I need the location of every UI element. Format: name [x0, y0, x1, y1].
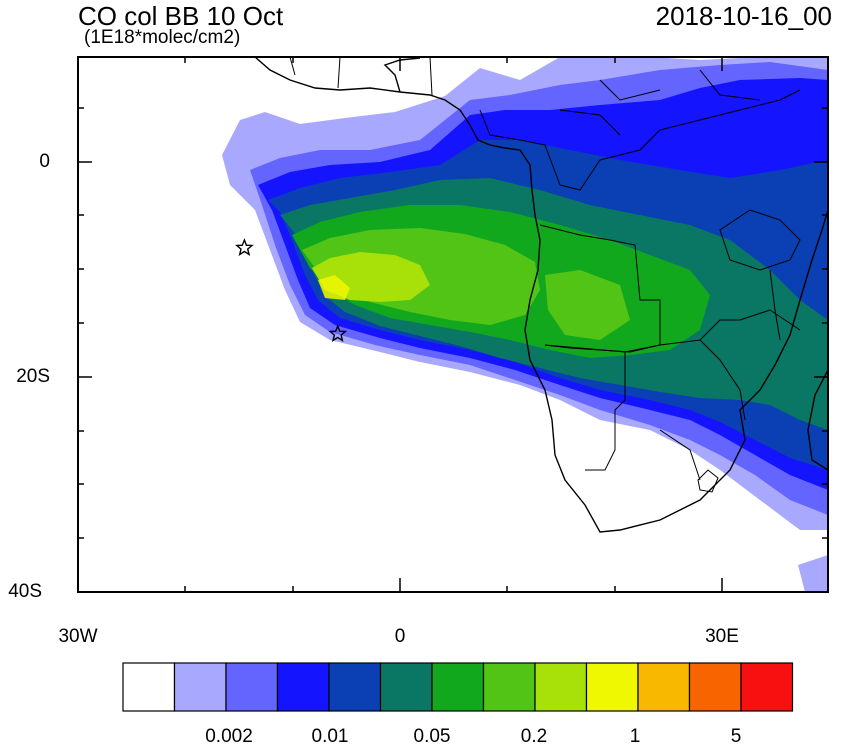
lon-label-30w: 30W: [58, 626, 98, 647]
colorbar-label-005: 0.05: [413, 726, 451, 747]
colorbar-swatch: [482, 662, 536, 712]
lat-label-0: 0: [39, 151, 50, 172]
colorbar-swatch: [585, 662, 639, 712]
colorbar-swatch: [173, 662, 227, 712]
co-contour-yellow: [318, 275, 350, 300]
colorbar-swatch: [534, 662, 588, 712]
colorbar-label-5: 5: [730, 726, 742, 747]
country-borders: [289, 57, 801, 493]
map-frame: [77, 56, 829, 593]
plot-units: (1E18*molec/cm2): [84, 27, 241, 48]
colorbar-label-0002: 0.002: [205, 726, 253, 747]
colorbar-swatch: [431, 662, 485, 712]
colorbar-label-001: 0.01: [311, 726, 349, 747]
colorbar: [122, 662, 794, 712]
star-marker: [328, 324, 348, 343]
co-contour-light-green-east: [545, 270, 630, 340]
colorbar-swatch: [122, 662, 176, 712]
plot-title: CO col BB 10 Oct: [78, 1, 284, 31]
co-column-field: [222, 57, 828, 592]
marker-layer: [235, 238, 348, 343]
colorbar-swatch: [740, 662, 794, 712]
plot-datetime: 2018-10-16_00: [655, 1, 832, 31]
colorbar-label-02: 0.2: [520, 726, 548, 747]
lat-label-20s: 20S: [16, 366, 50, 387]
colorbar-swatch: [328, 662, 382, 712]
colorbar-swatch: [688, 662, 742, 712]
colorbar-swatch: [276, 662, 330, 712]
lon-label-30e: 30E: [705, 626, 739, 647]
colorbar-swatch: [379, 662, 433, 712]
coastlines: [254, 57, 828, 533]
lon-label-0: 0: [394, 626, 406, 647]
colorbar-label-1: 1: [629, 726, 641, 747]
colorbar-swatch: [225, 662, 279, 712]
colorbar-swatch: [637, 662, 691, 712]
lat-label-40s: 40S: [8, 581, 42, 602]
axis-ticks: [78, 57, 828, 593]
star-marker: [235, 238, 254, 257]
co-contour-light-blue-south: [798, 555, 828, 592]
